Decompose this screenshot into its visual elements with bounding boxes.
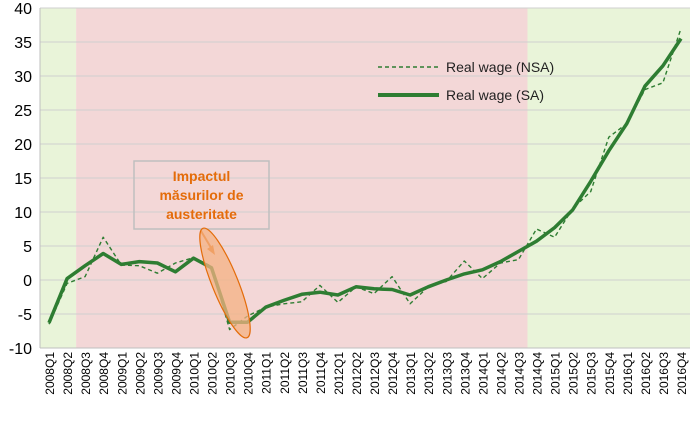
annotation-line-3: austeritate (166, 206, 237, 222)
series-line-sa (47, 37, 683, 324)
annotation-ellipse (199, 227, 251, 339)
x-tick-label: 2016Q2 (639, 352, 653, 395)
x-tick-label: 2013Q2 (422, 352, 436, 395)
annotation: Impactul măsurilor de austeritate (133, 160, 270, 339)
x-tick-label: 2012Q1 (332, 352, 346, 395)
x-tick-label: 2015Q2 (567, 352, 581, 395)
legend: Real wage (NSA) Real wage (SA) (378, 59, 554, 103)
y-tick-label: 20 (14, 137, 32, 154)
x-tick-label: 2009Q1 (115, 352, 129, 395)
y-tick-label: 25 (14, 103, 32, 120)
x-tick-label: 2013Q1 (404, 352, 418, 395)
x-tick-label: 2008Q1 (43, 352, 57, 395)
x-tick-label: 2014Q3 (512, 352, 526, 395)
x-tick-label: 2014Q1 (476, 352, 490, 395)
annotation-line-1: Impactul (173, 168, 231, 184)
gridlines (40, 7, 690, 349)
x-tick-label: 2012Q3 (368, 352, 382, 395)
x-tick-label: 2011Q1 (260, 352, 274, 394)
y-tick-label: 0 (23, 273, 32, 290)
y-tick-label: -10 (9, 341, 32, 358)
y-tick-label: 30 (14, 69, 32, 86)
y-tick-label: 5 (23, 239, 32, 256)
x-tick-label: 2014Q4 (531, 352, 545, 395)
legend-label-sa: Real wage (SA) (446, 87, 544, 103)
x-tick-label: 2016Q1 (621, 352, 635, 395)
legend-label-nsa: Real wage (NSA) (446, 59, 554, 75)
y-tick-label: 15 (14, 171, 32, 188)
x-tick-label: 2011Q2 (278, 352, 292, 394)
x-tick-label: 2011Q4 (314, 352, 328, 394)
series (47, 28, 683, 331)
x-tick-label: 2013Q3 (440, 352, 454, 395)
x-tick-label: 2008Q2 (61, 352, 75, 395)
y-tick-label: -5 (18, 307, 32, 324)
x-tick-label: 2012Q2 (350, 352, 364, 395)
x-tick-label: 2014Q2 (494, 352, 508, 395)
y-tick-label: 10 (14, 205, 32, 222)
x-tick-label: 2010Q2 (206, 352, 220, 395)
annotation-line-2: măsurilor de (159, 187, 243, 203)
x-tick-label: 2009Q2 (133, 352, 147, 395)
x-tick-label: 2010Q3 (224, 352, 238, 395)
x-tick-label: 2015Q3 (585, 352, 599, 395)
x-tick-label: 2008Q4 (97, 352, 111, 395)
x-tick-label: 2013Q4 (458, 352, 472, 395)
x-tick-label: 2010Q1 (187, 352, 201, 395)
x-tick-label: 2015Q1 (549, 352, 563, 395)
y-tick-label: 40 (14, 1, 32, 18)
x-tick-label: 2010Q4 (242, 352, 256, 395)
x-tick-label: 2009Q4 (169, 352, 183, 395)
x-tick-label: 2008Q3 (79, 352, 93, 395)
y-tick-label: 35 (14, 35, 32, 52)
x-tick-label: 2016Q4 (675, 352, 689, 395)
x-axis: 2008Q1 2008Q2 2008Q3 2008Q4 2009Q1 2009Q2 2009… (43, 352, 689, 395)
y-axis: -10 -5 0 5 10 15 20 25 30 35 40 (9, 1, 690, 358)
x-tick-label: 2015Q4 (603, 352, 617, 395)
x-tick-label: 2016Q3 (657, 352, 671, 395)
x-tick-label: 2012Q4 (386, 352, 400, 395)
x-tick-label: 2011Q3 (296, 352, 310, 394)
x-tick-label: 2009Q3 (151, 352, 165, 395)
